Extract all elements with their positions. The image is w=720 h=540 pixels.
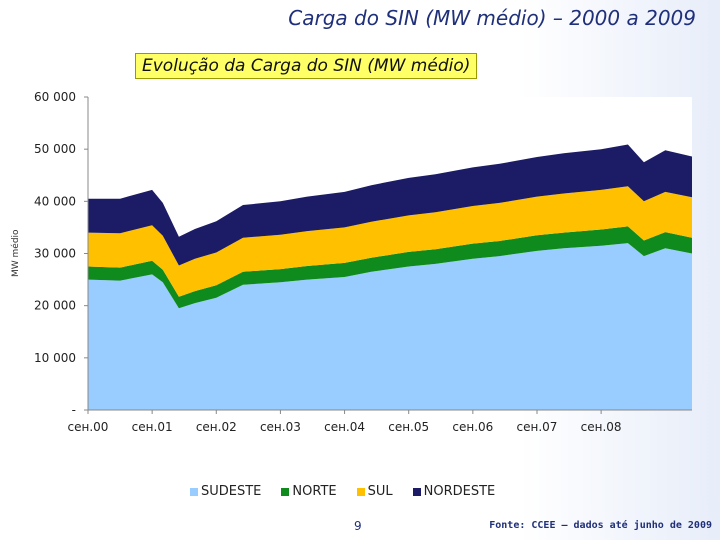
y-tick-label: -	[72, 403, 76, 417]
source-footnote: Fonte: CCEE – dados até junho de 2009	[489, 520, 712, 531]
series-area-sul	[88, 186, 692, 297]
y-tick-label: 30 000	[34, 247, 76, 261]
legend-swatch	[281, 487, 290, 496]
legend-item-norte: NORTE	[281, 484, 337, 499]
x-tick-label: сен.06	[452, 420, 493, 434]
slide-title: Carga do SIN (MW médio) – 2000 a 2009	[288, 6, 696, 30]
area-series	[88, 144, 692, 410]
y-tick-label: 50 000	[34, 142, 76, 156]
x-tick-label: сен.05	[388, 420, 429, 434]
y-tick-label: 20 000	[34, 299, 76, 313]
x-tick-label: сен.03	[260, 420, 301, 434]
page-number: 9	[354, 519, 362, 533]
y-tick-label: 40 000	[34, 194, 76, 208]
legend-item-sudeste: SUDESTE	[190, 484, 261, 499]
legend-item-sul: SUL	[356, 484, 393, 499]
x-tick-label: сен.08	[581, 420, 622, 434]
legend-label: NORTE	[292, 484, 337, 499]
legend-label: SUDESTE	[201, 484, 262, 499]
series-area-nordeste	[88, 144, 692, 266]
legend-label: SUL	[367, 484, 393, 499]
x-tick-label: сен.04	[324, 420, 365, 434]
series-area-sudeste	[88, 243, 692, 410]
legend: SUDESTE NORTE SUL NORDESTE	[190, 484, 495, 499]
series-area-norte	[88, 226, 692, 309]
x-tick-label: сен.00	[68, 420, 109, 434]
y-tick-label: 10 000	[34, 351, 76, 365]
legend-item-nordeste: NORDESTE	[412, 484, 496, 499]
chart-title: Evolução da Carga do SIN (MW médio)	[135, 53, 478, 79]
legend-swatch	[190, 487, 198, 496]
y-axis: - 10 000 20 000 30 000 40 000 50 000 60 000	[34, 90, 89, 417]
legend-swatch	[356, 487, 365, 496]
x-tick-label: сен.02	[196, 420, 237, 434]
x-tick-label: сен.07	[517, 420, 558, 434]
x-tick-label: сен.01	[132, 420, 173, 434]
stacked-area-chart: - 10 000 20 000 30 000 40 000 50 000 60 000 се…	[34, 90, 692, 434]
legend-swatch	[412, 487, 421, 496]
x-axis: сен.00 сен.01 сен.02 сен.03 сен.04 сен.05 сен.…	[68, 409, 692, 434]
legend-label: NORDESTE	[423, 484, 496, 499]
y-tick-label: 60 000	[34, 90, 76, 104]
